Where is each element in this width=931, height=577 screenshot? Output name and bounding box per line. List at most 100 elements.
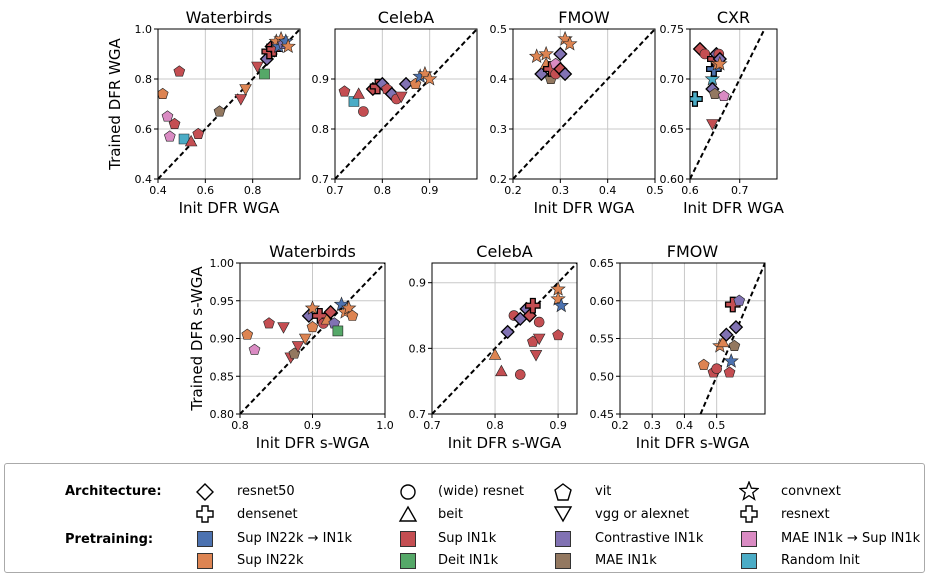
x-tick-label: 0.8 — [231, 419, 249, 432]
data-point — [728, 320, 744, 335]
y-tick-label: 0.60 — [660, 173, 685, 186]
data-point — [341, 300, 357, 315]
legend-marker-diamond-icon — [196, 483, 214, 501]
x-tick-label: 0.7 — [731, 184, 749, 197]
chart-panel-5: 0.8 0.9 1.0 0.80 0.85 0.90 0.95 1.00 Waterbirds I… — [188, 242, 394, 452]
legend-color-swatch — [741, 553, 757, 569]
x-tick-label: 0.8 — [486, 419, 504, 432]
x-tick-label: 0.5 — [646, 184, 664, 197]
data-point — [719, 327, 734, 342]
legend-color-swatch — [555, 553, 571, 569]
y-tick-label: 0.5 — [490, 23, 508, 36]
diagonal-line — [432, 263, 577, 414]
data-point — [358, 106, 369, 117]
legend-color-swatch — [400, 553, 416, 569]
figure-panels: 0.4 0.6 0.8 0.4 0.6 0.8 1.0 Waterbirds Init DFR … — [106, 8, 785, 452]
data-point — [550, 291, 566, 306]
legend-arch-label: vgg or alexnet — [595, 507, 690, 522]
x-axis-label: Init DFR WGA — [534, 199, 636, 217]
legend-color-swatch — [197, 531, 213, 547]
legend-arch-label: resnet50 — [237, 484, 295, 499]
x-tick-label: 0.5 — [708, 419, 726, 432]
chart-title: Waterbirds — [269, 242, 356, 261]
chart-panel-1: 0.4 0.6 0.8 0.4 0.6 0.8 1.0 Waterbirds Init DFR … — [106, 8, 301, 217]
y-tick-label: 0.7 — [312, 173, 330, 186]
data-point — [184, 134, 198, 147]
x-tick-label: 0.9 — [549, 419, 567, 432]
y-tick-label: 0.70 — [660, 73, 685, 86]
data-point — [723, 353, 739, 368]
y-tick-label: 0.4 — [490, 73, 508, 86]
data-point — [514, 369, 526, 380]
y-tick-label: 0.85 — [210, 370, 235, 383]
y-tick-label: 0.9 — [409, 277, 427, 290]
data-point — [158, 87, 169, 99]
x-tick-label: 0.7 — [326, 184, 344, 197]
data-point — [298, 333, 312, 346]
legend-pretrain-label: MAE IN1k — [595, 553, 657, 568]
chart-title: FMOW — [558, 8, 610, 27]
x-tick-label: 0.6 — [197, 184, 215, 197]
plot-frame — [334, 28, 478, 180]
chart-title: FMOW — [667, 242, 719, 261]
y-tick-label: 0.4 — [135, 173, 153, 186]
data-point — [304, 300, 321, 315]
legend-color-swatch — [741, 531, 757, 547]
diagonal-line — [240, 263, 385, 414]
x-axis-label: Init DFR s-WGA — [448, 434, 562, 452]
data-point — [161, 110, 174, 122]
chart-title: CXR — [717, 8, 750, 27]
data-point — [709, 87, 721, 99]
plot-frame — [689, 28, 778, 180]
data-point — [213, 105, 226, 117]
legend-marker-plus-icon — [196, 505, 214, 523]
plot-frame — [157, 28, 301, 180]
data-point — [712, 55, 728, 71]
data-point — [553, 297, 569, 313]
plot-frame — [239, 262, 386, 415]
x-tick-label: 0.3 — [552, 184, 570, 197]
y-tick-label: 0.55 — [590, 333, 615, 346]
legend-pretrain-label: Contrastive IN1k — [595, 531, 704, 546]
data-point — [421, 70, 438, 86]
legend-pretrain-label: Random Init — [781, 553, 860, 568]
legend-marker-plus-icon — [740, 505, 758, 523]
x-tick-label: 0.4 — [149, 184, 167, 197]
y-tick-label: 0.60 — [590, 295, 615, 308]
data-point — [280, 38, 296, 54]
chart-panel-6: 0.7 0.8 0.9 0.7 0.8 0.9 CelebA Init DFR s-WGA — [409, 242, 578, 452]
y-tick-label: 0.9 — [312, 73, 330, 86]
data-point — [532, 333, 546, 346]
data-point — [562, 35, 578, 51]
x-tick-label: 0.9 — [421, 184, 439, 197]
legend-pretrain-label: Sup IN1k — [438, 531, 497, 546]
data-point — [332, 325, 344, 337]
data-point — [529, 350, 543, 362]
legend-arch-label: convnext — [781, 484, 841, 499]
y-tick-label: 0.95 — [210, 295, 235, 308]
legend-pretrain-label: Deit IN1k — [438, 553, 499, 568]
data-point — [533, 316, 545, 328]
data-point — [552, 329, 564, 341]
diagonal-line — [513, 29, 655, 179]
plot-frame — [512, 28, 656, 180]
chart-panel-2: 0.7 0.8 0.9 0.7 0.8 0.9 CelebA — [312, 8, 478, 197]
chart-panel-7: 0.2 0.3 0.4 0.5 0.45 0.50 0.55 0.60 0.65 FMOW Init… — [590, 242, 766, 452]
legend-pretrain-label: Sup IN22k → IN1k — [237, 531, 353, 546]
data-point — [690, 91, 703, 107]
y-tick-label: 1.00 — [210, 257, 235, 270]
y-tick-label: 0.8 — [312, 123, 330, 136]
x-axis-label: Init DFR WGA — [179, 199, 281, 217]
x-axis-label: Init DFR WGA — [683, 199, 785, 217]
data-point — [259, 68, 270, 80]
legend-marker-triangle-down-icon — [553, 506, 573, 523]
data-point — [352, 87, 365, 99]
data-point — [733, 294, 746, 306]
data-point — [346, 309, 359, 321]
y-tick-label: 0.80 — [210, 408, 235, 421]
diagonal-line — [699, 263, 765, 414]
legend-arch-label: beit — [438, 507, 463, 522]
legend-architecture-title: Architecture: — [65, 484, 162, 499]
diagonal-line — [335, 29, 477, 179]
data-point — [395, 91, 408, 104]
